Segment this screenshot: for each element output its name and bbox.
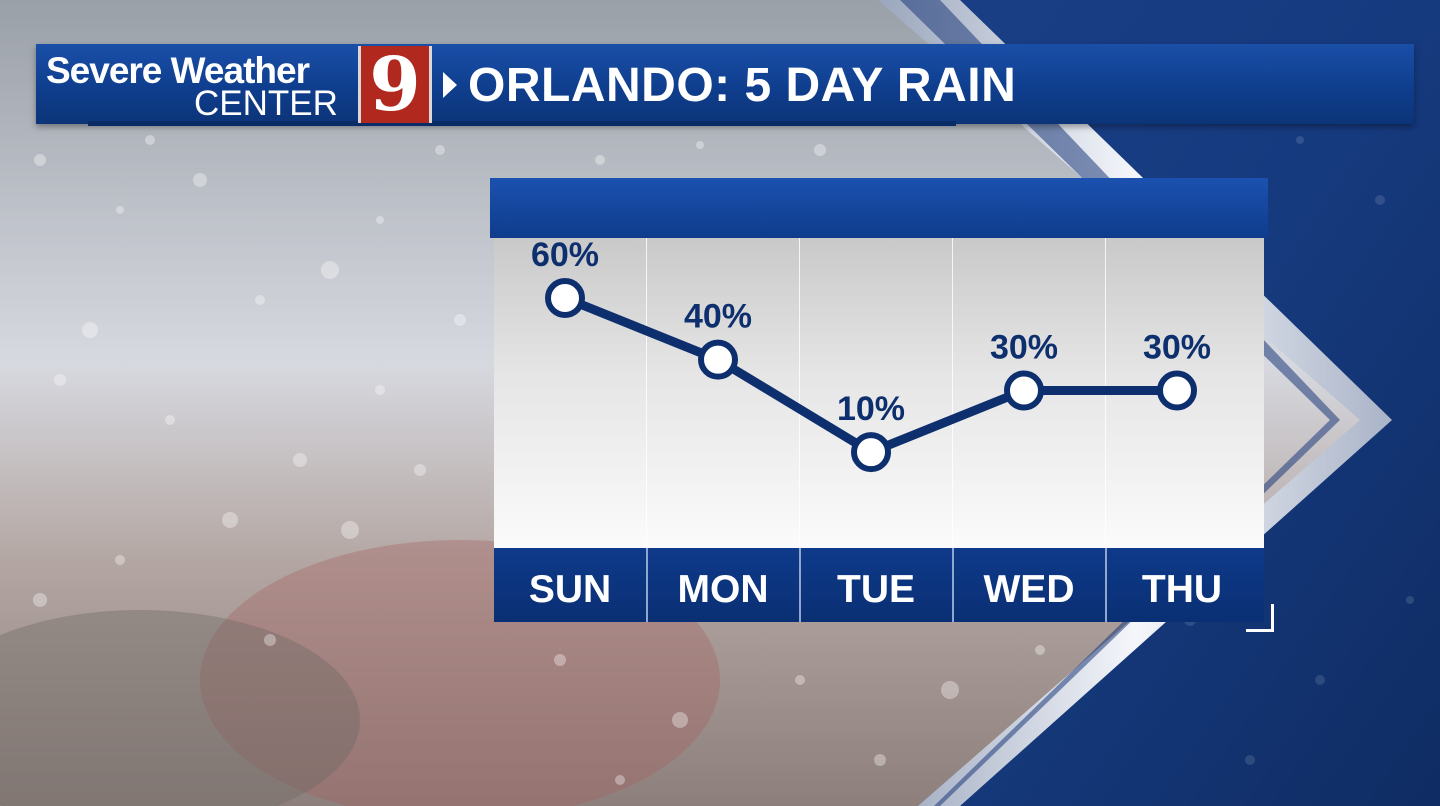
data-point-thu — [1157, 370, 1197, 411]
data-label-thu: 30% — [1143, 329, 1211, 367]
day-label-mon: MON — [677, 568, 769, 611]
header-bar — [36, 44, 1414, 124]
play-arrow-icon — [443, 72, 457, 98]
logo-line-severe-weather: Severe Weather — [46, 50, 310, 91]
day-label-tue: TUE — [837, 568, 915, 611]
column-divider — [646, 238, 647, 548]
channel-9-logo: 9 — [358, 42, 432, 128]
day-divider — [1105, 548, 1107, 622]
corner-bracket — [1246, 604, 1274, 632]
data-point-mon — [698, 339, 738, 380]
data-point-sun — [545, 278, 585, 319]
day-label-sun: SUN — [528, 568, 612, 611]
data-label-mon: 40% — [684, 298, 752, 336]
day-label-bar: SUN MON TUE WED THU — [494, 548, 1264, 622]
logo-line-center: CENTER — [194, 84, 338, 123]
data-label-wed: 30% — [990, 329, 1058, 367]
header-underline — [88, 121, 956, 126]
data-label-sun: 60% — [531, 236, 599, 274]
day-divider — [952, 548, 954, 622]
page-title: ORLANDO: 5 DAY RAIN — [468, 59, 1017, 112]
data-point-wed — [1004, 370, 1044, 411]
rain-chance-line-chart: 60% 40% 10% 30% 30% — [531, 236, 1211, 473]
day-label-thu: THU — [1141, 568, 1223, 611]
day-divider — [799, 548, 801, 622]
panel-top-bar — [490, 178, 1268, 238]
rain-chance-line — [563, 293, 1177, 457]
column-divider — [799, 238, 800, 548]
day-divider — [646, 548, 648, 622]
column-divider — [952, 238, 953, 548]
day-label-wed: WED — [983, 568, 1075, 611]
data-point-tue — [851, 432, 891, 473]
data-label-tue: 10% — [837, 390, 905, 428]
station-logo: Severe Weather CENTER — [46, 48, 356, 123]
logo-number: 9 — [369, 42, 421, 128]
